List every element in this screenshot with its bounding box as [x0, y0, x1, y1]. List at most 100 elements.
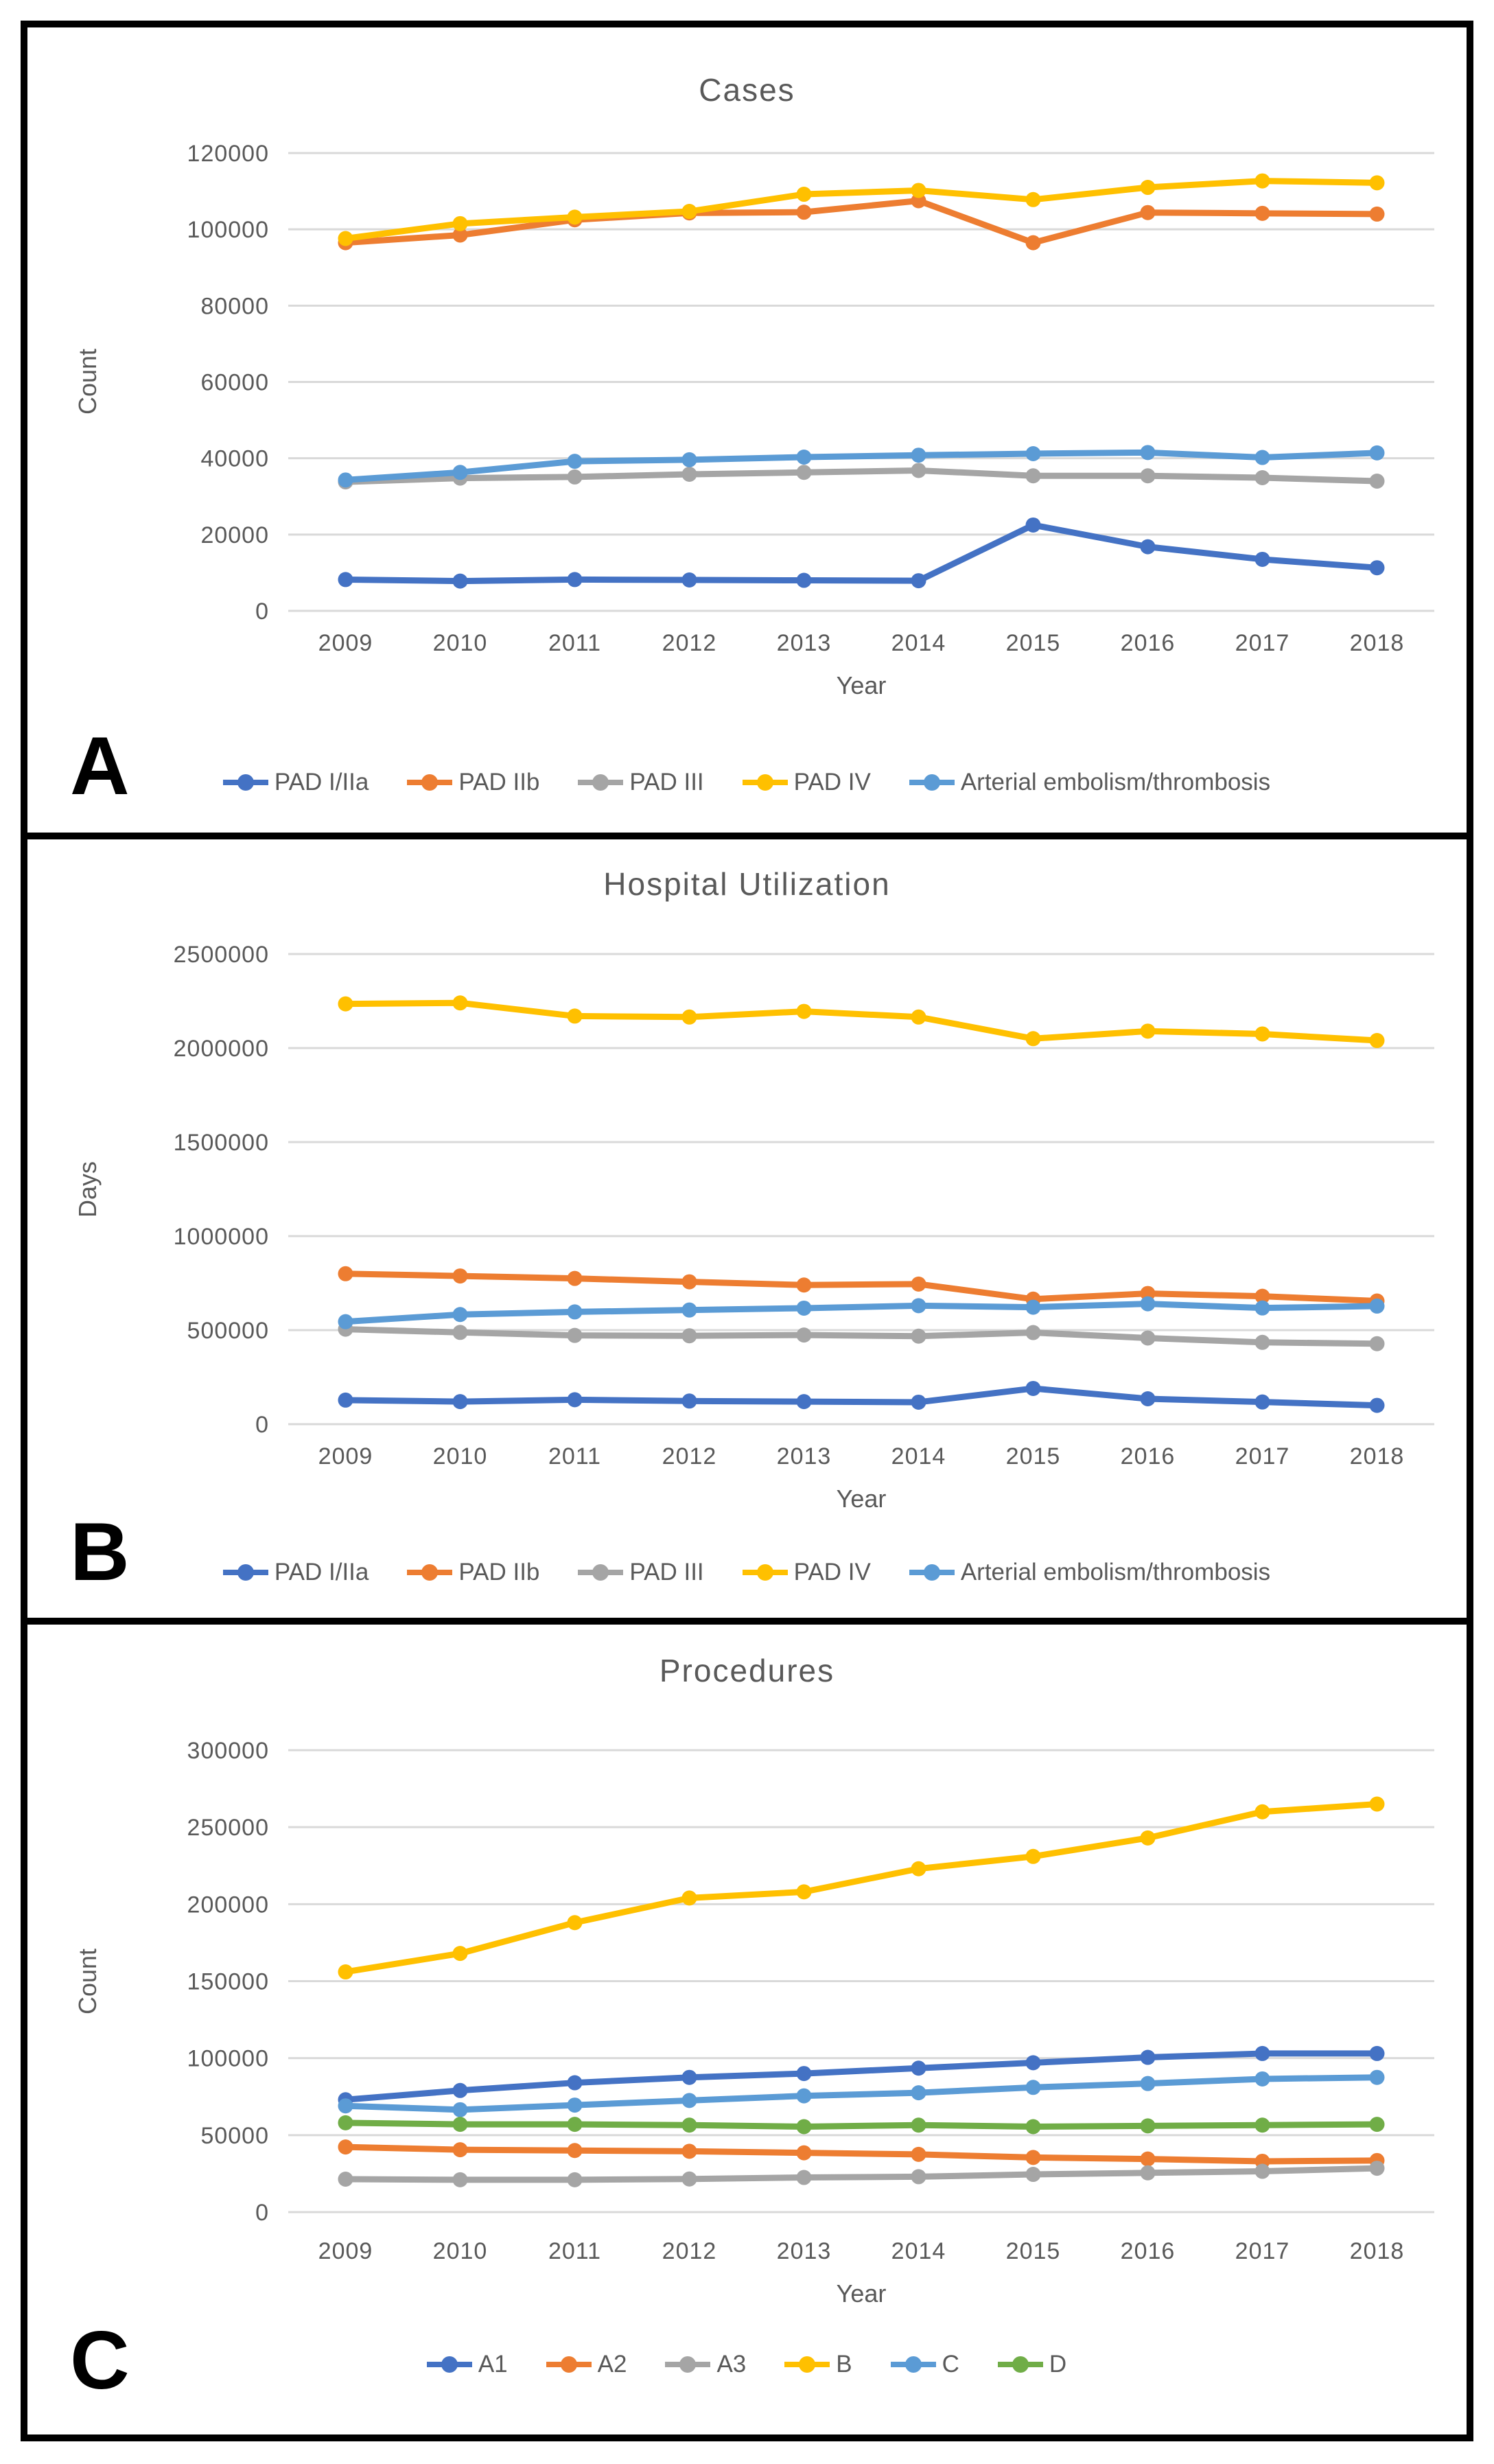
data-point-marker	[681, 1302, 697, 1318]
x-tick-label: 2017	[1235, 1443, 1290, 1469]
legend-item: Arterial embolism/thrombosis	[909, 1559, 1270, 1586]
data-point-marker	[911, 2085, 926, 2101]
data-point-marker	[1025, 191, 1041, 207]
series-line-PAD IIb	[342, 197, 1380, 246]
data-point-marker	[796, 1327, 812, 1343]
data-point-marker	[681, 2069, 697, 2085]
data-point-marker	[1254, 173, 1270, 189]
data-point-marker	[452, 2117, 468, 2132]
legend: PAD I/IIa PAD IIb PAD III PAD IV Arterial em…	[129, 769, 1364, 796]
data-point-marker	[1025, 235, 1041, 251]
data-point-marker	[1025, 2167, 1041, 2183]
data-point-marker	[681, 2143, 697, 2159]
y-tick-label: 0	[255, 1412, 269, 1438]
data-point-marker	[338, 1314, 353, 1329]
y-tick-label: 150000	[187, 1969, 269, 1995]
x-tick-label: 2016	[1121, 1443, 1176, 1469]
legend-item: PAD I/IIa	[222, 1559, 369, 1586]
data-point-marker	[681, 572, 697, 588]
data-point-marker	[911, 1328, 926, 1344]
data-point-marker	[567, 1270, 583, 1286]
y-tick-label: 0	[255, 598, 269, 625]
data-point-marker	[1140, 1296, 1156, 1312]
data-point-marker	[338, 2171, 353, 2187]
data-point-marker	[1140, 2151, 1156, 2167]
data-point-marker	[796, 465, 812, 480]
x-tick-label: 2012	[662, 2238, 717, 2264]
data-point-marker	[1369, 1336, 1385, 1351]
y-tick-label: 1500000	[174, 1130, 269, 1156]
x-axis-title: Year	[836, 1485, 887, 1513]
y-tick-label: 80000	[200, 293, 269, 319]
data-point-marker	[567, 469, 583, 485]
legend-item: PAD IIb	[407, 1559, 539, 1586]
y-tick-label: 100000	[187, 217, 269, 243]
y-tick-label: 300000	[187, 1738, 269, 1764]
data-point-marker	[911, 2117, 926, 2133]
legend-marker-icon	[742, 774, 788, 791]
data-point-marker	[452, 2142, 468, 2158]
series-line-PAD IIb	[342, 1270, 1380, 1305]
data-point-marker	[1140, 1391, 1156, 1407]
data-point-marker	[796, 2170, 812, 2185]
data-point-marker	[567, 572, 583, 588]
legend-item: PAD IV	[742, 769, 871, 796]
data-point-marker	[452, 216, 468, 231]
data-point-marker	[567, 1915, 583, 1931]
panel-a: Cases Count 0 20000 40000 60000 80000 100000 1…	[27, 27, 1467, 833]
x-axis-title: Year	[836, 671, 887, 699]
data-point-marker	[338, 472, 353, 488]
x-tick-label: 2017	[1235, 630, 1290, 656]
data-point-marker	[1369, 175, 1385, 191]
data-point-marker	[338, 572, 353, 588]
data-point-marker	[796, 2088, 812, 2104]
data-point-marker	[796, 2066, 812, 2082]
data-point-marker	[911, 1009, 926, 1025]
data-point-marker	[567, 1304, 583, 1320]
data-point-marker	[1369, 1397, 1385, 1413]
data-point-marker	[1025, 517, 1041, 533]
figure-frame: Cases Count 0 20000 40000 60000 80000 100000 1…	[21, 21, 1473, 2441]
legend-marker-icon	[909, 774, 955, 791]
legend-marker-icon	[222, 1564, 268, 1581]
data-point-marker	[796, 2145, 812, 2161]
panel-b: Hospital Utilization Days 0 500000 1000000…	[27, 833, 1467, 1618]
data-point-marker	[1369, 1033, 1385, 1049]
line-chart-hospital-utilization: 0 500000 1000000 1500000 2000000 2500000 2009 2…	[174, 942, 1434, 1469]
data-point-marker	[911, 1861, 926, 1876]
x-tick-label: 2010	[433, 630, 488, 656]
data-point-marker	[911, 1276, 926, 1292]
x-tick-label: 2016	[1121, 630, 1176, 656]
data-point-marker	[452, 1394, 468, 1410]
data-point-marker	[567, 1327, 583, 1343]
x-tick-label: 2015	[1006, 1443, 1061, 1469]
data-point-marker	[452, 227, 468, 243]
chart-title: Cases	[699, 72, 795, 108]
data-point-marker	[1140, 1286, 1156, 1301]
data-point-marker	[1254, 2163, 1270, 2179]
series-line-PAD I/IIa	[342, 522, 1380, 585]
data-point-marker	[1140, 2076, 1156, 2091]
series-line-A1	[342, 2050, 1380, 2103]
data-point-marker	[567, 209, 583, 225]
data-point-marker	[567, 2097, 583, 2113]
data-point-marker	[567, 1392, 583, 1408]
y-tick-label: 2000000	[174, 1036, 269, 1062]
data-point-marker	[1254, 1394, 1270, 1410]
y-tick-label: 0	[255, 2200, 269, 2226]
data-point-marker	[567, 2117, 583, 2132]
data-point-marker	[1254, 1026, 1270, 1042]
data-point-marker	[452, 995, 468, 1011]
panel-label-c: C	[70, 2314, 130, 2406]
series-line-PAD IV	[342, 999, 1380, 1044]
data-point-marker	[567, 454, 583, 469]
legend-item: PAD IIb	[407, 769, 539, 796]
data-point-marker	[1369, 445, 1385, 461]
data-point-marker	[911, 2169, 926, 2185]
legend-item-label: PAD IIb	[458, 1559, 540, 1585]
data-point-marker	[681, 467, 697, 483]
x-tick-label: 2014	[891, 2238, 946, 2264]
series-line-D	[342, 2119, 1380, 2130]
data-point-marker	[681, 1009, 697, 1025]
data-point-marker	[1140, 2049, 1156, 2065]
